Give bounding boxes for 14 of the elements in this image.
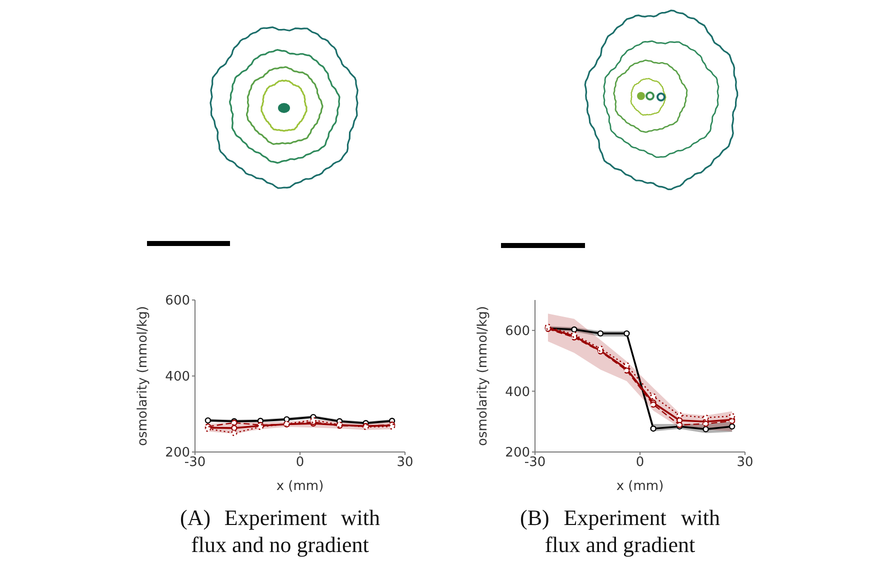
y-axis-title: osmolarity (mmol/kg) (476, 306, 491, 446)
x-tick-label: 0 (636, 455, 644, 470)
x-axis-title: x (mm) (616, 479, 664, 494)
y-tick-label: 600 (165, 294, 190, 309)
y-tick-label: 600 (505, 324, 530, 340)
text: (B) Experiment with flux and gradient (520, 504, 720, 558)
text: (A) Experiment with flux and no gradient (180, 504, 380, 558)
y-tick-label: 400 (165, 370, 190, 385)
x-tick-label: 30 (736, 455, 754, 470)
x-tick-label: 0 (296, 455, 304, 470)
x-tick-label: 30 (396, 455, 414, 470)
y-tick-label: 400 (505, 384, 530, 400)
y-axis-title: osmolarity (mmol/kg) (136, 306, 151, 446)
x-axis-title: x (mm) (276, 479, 324, 494)
